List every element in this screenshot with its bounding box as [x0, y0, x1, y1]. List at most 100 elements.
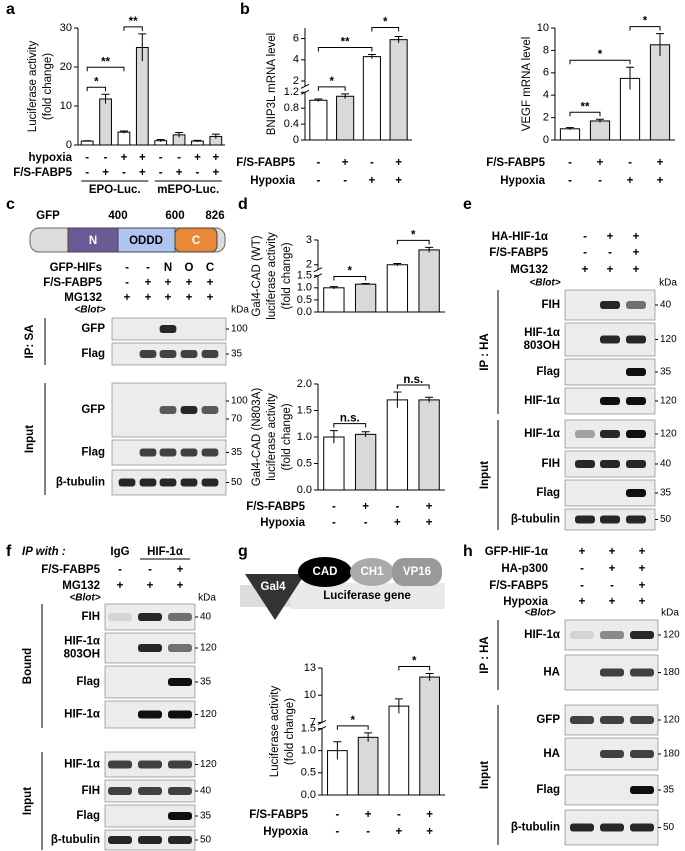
kda-marker: 180: [663, 749, 680, 760]
condition-value: -: [159, 167, 163, 179]
row-label: FIH: [541, 458, 560, 470]
condition-value: +: [207, 292, 214, 304]
band: [180, 406, 198, 414]
band: [138, 787, 162, 795]
row-label: HIF-1α: [524, 395, 560, 407]
condition-value: -: [125, 262, 129, 274]
error-bar: [361, 282, 370, 285]
condition-value: -: [316, 175, 320, 187]
condition-label: F/S-FABP5: [236, 157, 295, 169]
condition-value: -: [146, 262, 150, 274]
y-tick-label: 30: [60, 22, 72, 34]
band: [168, 812, 192, 820]
condition-value: +: [186, 277, 193, 289]
kda-label: kDa: [198, 593, 216, 604]
condition-value: -: [397, 809, 401, 821]
condition-label: F/S-FABP5: [249, 809, 308, 821]
y-tick-label: 0: [66, 139, 72, 151]
condition-value: -: [580, 580, 584, 592]
condition-value: -: [608, 247, 612, 259]
sig-bracket: [86, 86, 107, 92]
group-label: Input: [479, 461, 491, 489]
group-label: EPO-Luc.: [89, 184, 141, 196]
sig-label: *: [643, 16, 648, 28]
row-label: β-tubulin: [511, 514, 560, 526]
condition-value: -: [583, 231, 587, 243]
row-label: Flag: [81, 348, 105, 360]
error-bar: [341, 93, 350, 99]
vp16-label: VP16: [403, 566, 431, 578]
condition-value: -: [610, 580, 614, 592]
y-axis-label: Luciferase activity: [27, 41, 39, 133]
error-bar: [329, 430, 338, 444]
band: [139, 448, 157, 457]
band: [108, 760, 132, 769]
condition-value: -: [104, 152, 108, 164]
panel-letter: c: [6, 196, 15, 213]
axis-break: [317, 720, 327, 725]
condition-value: -: [122, 167, 126, 179]
sig-bracket: [333, 423, 367, 428]
condition-value: N: [164, 262, 172, 274]
sig-bracket: [371, 27, 400, 32]
row-label: FIH: [81, 785, 100, 797]
band: [201, 406, 219, 414]
bar: [362, 56, 381, 141]
error-bar: [393, 263, 402, 266]
sig-label: *: [94, 76, 99, 88]
condition-value: +: [165, 277, 172, 289]
condition-value: +: [609, 546, 616, 558]
condition-value: +: [177, 564, 184, 576]
condition-value: -: [177, 152, 181, 164]
gal4-label: Gal4: [261, 581, 287, 593]
row-label: β-tubulin: [56, 477, 105, 489]
band: [139, 350, 157, 358]
condition-value: -: [196, 167, 200, 179]
condition-label: F/S-FABP5: [486, 157, 545, 169]
condition-value: +: [165, 292, 172, 304]
kda-marker: 35: [200, 677, 212, 688]
condition-value: +: [124, 292, 131, 304]
domain-n: [67, 227, 119, 253]
y-axis-label: Gal4-CAD (WT): [251, 235, 263, 316]
kda-marker: 50: [200, 835, 212, 846]
row-label: β-tubulin: [511, 822, 560, 834]
kda-marker: 100: [231, 324, 248, 335]
y-axis-label: luciferase activity: [266, 393, 278, 481]
row-label: Flag: [536, 487, 560, 499]
band: [201, 350, 219, 358]
band: [138, 644, 162, 652]
y-tick-label: 1.2: [284, 86, 299, 98]
bar: [386, 399, 409, 491]
condition-label: HA-HIF-1α: [492, 231, 548, 243]
kda-marker: 120: [660, 429, 677, 440]
row-label: Flag: [76, 810, 100, 822]
y-tick-label: 2: [306, 259, 312, 271]
bar: [419, 676, 440, 796]
panel-letter: d: [238, 196, 248, 213]
band: [630, 823, 654, 832]
axis-break: [313, 273, 323, 279]
condition-value: +: [639, 580, 646, 592]
ch1-shape: [350, 558, 394, 586]
band: [168, 710, 192, 719]
condition-value: +: [365, 809, 372, 821]
bar: [80, 140, 94, 146]
band: [570, 631, 594, 639]
condition-label: F/S-FABP5: [41, 564, 100, 576]
band: [180, 448, 198, 457]
band: [108, 613, 132, 621]
band: [600, 430, 620, 438]
condition-label: Hypoxia: [500, 175, 545, 187]
band: [159, 406, 177, 414]
band: [600, 515, 620, 524]
kda-marker: 40: [200, 612, 212, 623]
error-bar: [566, 127, 574, 130]
condition-value: +: [579, 596, 586, 608]
condition-value: +: [212, 152, 219, 164]
kda-marker: 120: [200, 643, 217, 654]
condition-value: +: [633, 264, 640, 276]
bar: [323, 436, 345, 491]
band: [630, 786, 654, 794]
